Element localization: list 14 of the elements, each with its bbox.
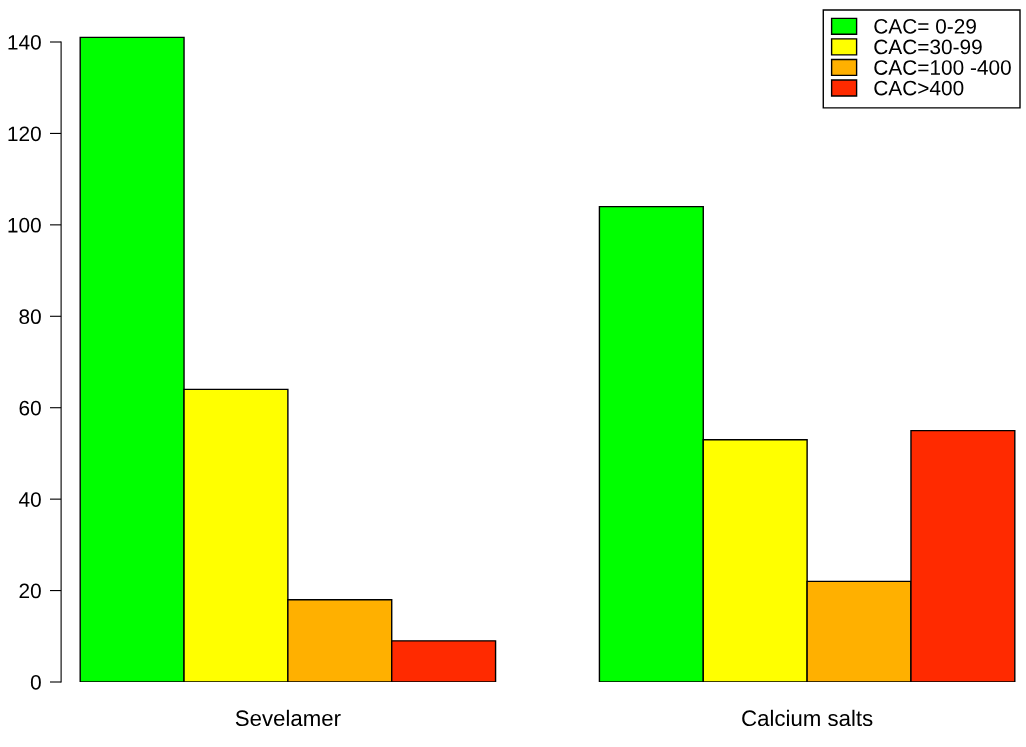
legend-label: CAC= 0-29 <box>874 18 976 34</box>
y-tick-label: 0 <box>30 675 41 690</box>
x-tick-label: Sevelamer <box>235 709 341 727</box>
legend-label: CAC=30-99 <box>874 39 982 55</box>
y-tick-label: 20 <box>19 583 41 599</box>
y-tick-label: 140 <box>8 35 41 50</box>
legend-label: CAC=100 -400 <box>874 60 1011 75</box>
y-tick-label: 120 <box>8 126 41 142</box>
y-tick-label: 40 <box>18 492 41 507</box>
x-tick-label: Calcium salts <box>742 709 873 727</box>
y-tick-label: 60 <box>19 400 41 416</box>
legend-label: CAC>400 <box>874 80 964 96</box>
y-tick-label: 100 <box>8 217 41 233</box>
y-tick-label: 80 <box>19 309 41 325</box>
